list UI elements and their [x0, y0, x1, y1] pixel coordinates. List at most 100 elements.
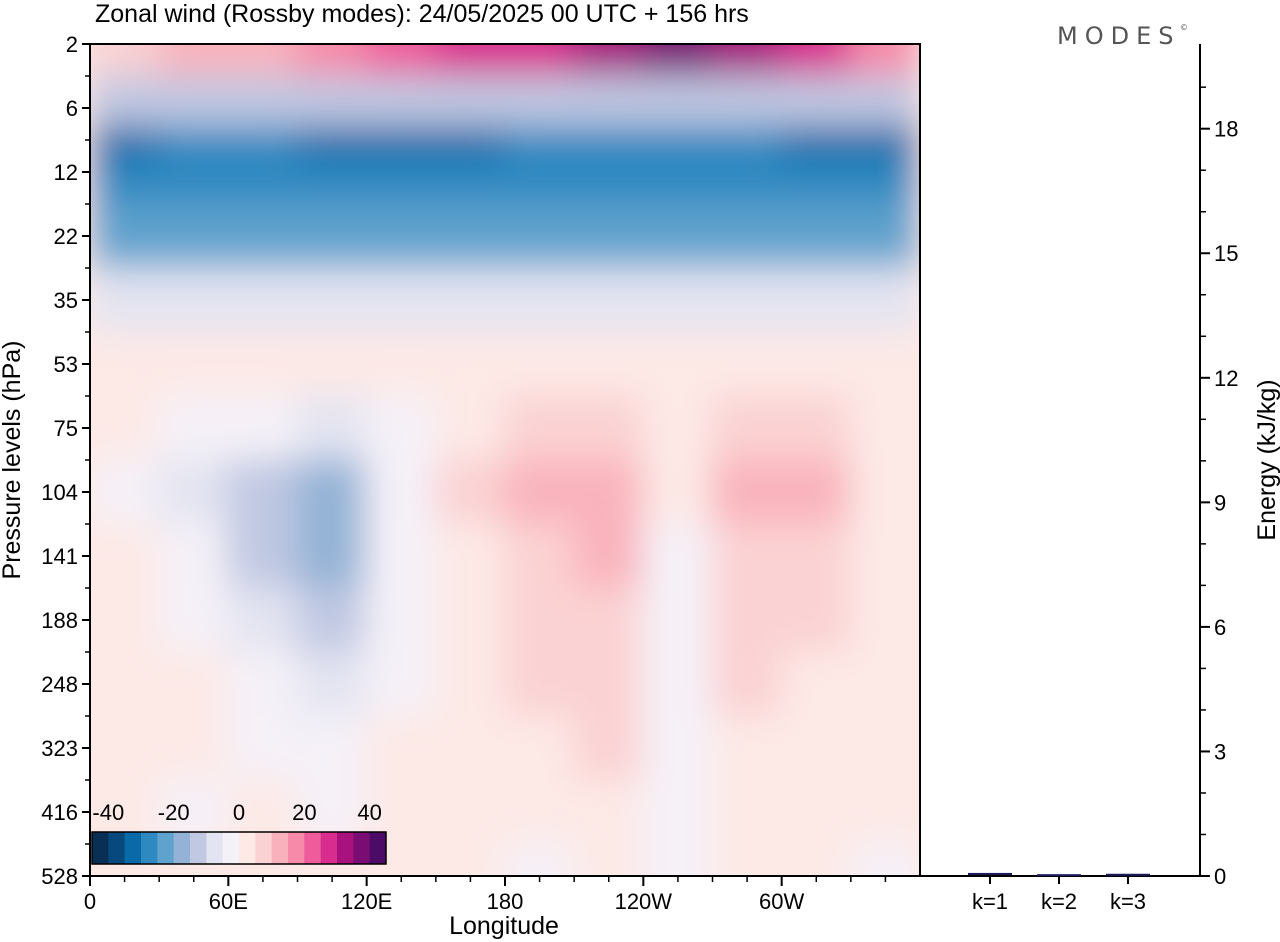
field-cell: [365, 267, 437, 333]
colorbar-swatch: [173, 832, 191, 864]
field-cell: [780, 843, 852, 876]
logo-text: MODES: [1057, 22, 1180, 50]
field-cell: [434, 75, 506, 129]
field-cell: [573, 203, 645, 269]
colorbar-tick-label: -40: [92, 800, 124, 825]
field-cell: [849, 779, 920, 845]
field-cell: [296, 459, 368, 525]
field-cell: [434, 651, 506, 717]
energy-categories: k=1 k=2 k=3: [972, 876, 1146, 914]
energy-category-label: k=2: [1041, 889, 1077, 914]
colorbar-swatch: [124, 832, 142, 864]
field-cell: [434, 203, 506, 269]
y-tick-label: 35: [54, 288, 78, 313]
x-tick-label: 120W: [615, 889, 673, 914]
field-cell: [365, 459, 437, 525]
field-cell: [227, 203, 299, 269]
y-tick-label: 12: [54, 160, 78, 185]
field-cell: [227, 395, 299, 461]
y-tick-label: 248: [41, 672, 78, 697]
field-cell: [434, 44, 506, 77]
field-cell: [158, 158, 230, 205]
field-cell: [780, 75, 852, 129]
x-axis: 0 60E 120E 180 120W 60W: [84, 876, 887, 914]
field-cell: [711, 587, 783, 653]
x-tick-label: 60E: [209, 889, 248, 914]
field-cell: [780, 203, 852, 269]
field-cell: [227, 331, 299, 397]
y-tick-label: 22: [54, 224, 78, 249]
energy-tick-label: 15: [1214, 241, 1238, 266]
field-cell: [573, 779, 645, 845]
colorbar-swatch: [337, 832, 354, 864]
field-cell: [227, 267, 299, 333]
energy-axis: 0 3 6 9 12 15 18: [1199, 44, 1238, 889]
field-cell: [504, 843, 576, 876]
colorbar-tick-label: 40: [357, 800, 381, 825]
field-cell: [504, 75, 576, 129]
field-cell: [158, 75, 230, 129]
field-cell: [642, 331, 714, 397]
y-tick-label: 104: [41, 480, 78, 505]
field-cell: [504, 126, 576, 161]
field-cell: [296, 587, 368, 653]
field-cell: [849, 715, 920, 781]
y-tick-label: 141: [41, 544, 78, 569]
field-cell: [296, 126, 368, 161]
field-cell: [296, 267, 368, 333]
field-cell: [90, 715, 161, 781]
y-tick-label: 188: [41, 608, 78, 633]
field-cell: [434, 126, 506, 161]
field-cell: [573, 395, 645, 461]
field-cell: [158, 126, 230, 161]
field-cell: [642, 267, 714, 333]
y-tick-label: 2: [66, 32, 78, 57]
field-cell: [158, 651, 230, 717]
field-cell: [849, 126, 920, 161]
field-cell: [711, 395, 783, 461]
field-cell: [90, 331, 161, 397]
field-cell: [849, 651, 920, 717]
field-cell: [296, 44, 368, 77]
field-cell: [434, 158, 506, 205]
field-cell: [711, 203, 783, 269]
field-cell: [504, 715, 576, 781]
field-cell: [642, 158, 714, 205]
field-cell: [504, 267, 576, 333]
colorbar-swatch: [255, 832, 273, 864]
colorbar-swatch: [320, 832, 338, 864]
field-cell: [642, 44, 714, 77]
field-cell: [849, 395, 920, 461]
field-cell: [573, 587, 645, 653]
field-cell: [434, 587, 506, 653]
chart-title: Zonal wind (Rossby modes): 24/05/2025 00…: [95, 0, 749, 28]
colorbar-swatch: [141, 832, 158, 864]
field-cell: [711, 126, 783, 161]
field-cell: [90, 44, 161, 77]
field-cell: [365, 715, 437, 781]
field-cell: [296, 651, 368, 717]
colorbar-swatch: [190, 832, 207, 864]
field-cell: [434, 523, 506, 589]
field-cell: [434, 395, 506, 461]
field-cell: [642, 523, 714, 589]
field-cell: [434, 715, 506, 781]
colorbar-tick-label: -20: [158, 800, 190, 825]
field-cell: [642, 459, 714, 525]
field-cell: [90, 158, 161, 205]
y-tick-label: 75: [54, 416, 78, 441]
colorbar-legend: -40 -20 0 20 40: [91, 800, 387, 865]
field-cell: [365, 395, 437, 461]
field-cell: [158, 267, 230, 333]
field-cell: [780, 459, 852, 525]
field-cell: [227, 44, 299, 77]
field-cell: [296, 715, 368, 781]
field-cell: [849, 523, 920, 589]
field-cell: [642, 75, 714, 129]
field-cell: [780, 126, 852, 161]
field-cell: [227, 651, 299, 717]
energy-tick-label: 0: [1214, 864, 1226, 889]
field-cell: [849, 587, 920, 653]
field-cell: [158, 395, 230, 461]
energy-axis-label: Energy (kJ/kg): [1253, 379, 1280, 540]
